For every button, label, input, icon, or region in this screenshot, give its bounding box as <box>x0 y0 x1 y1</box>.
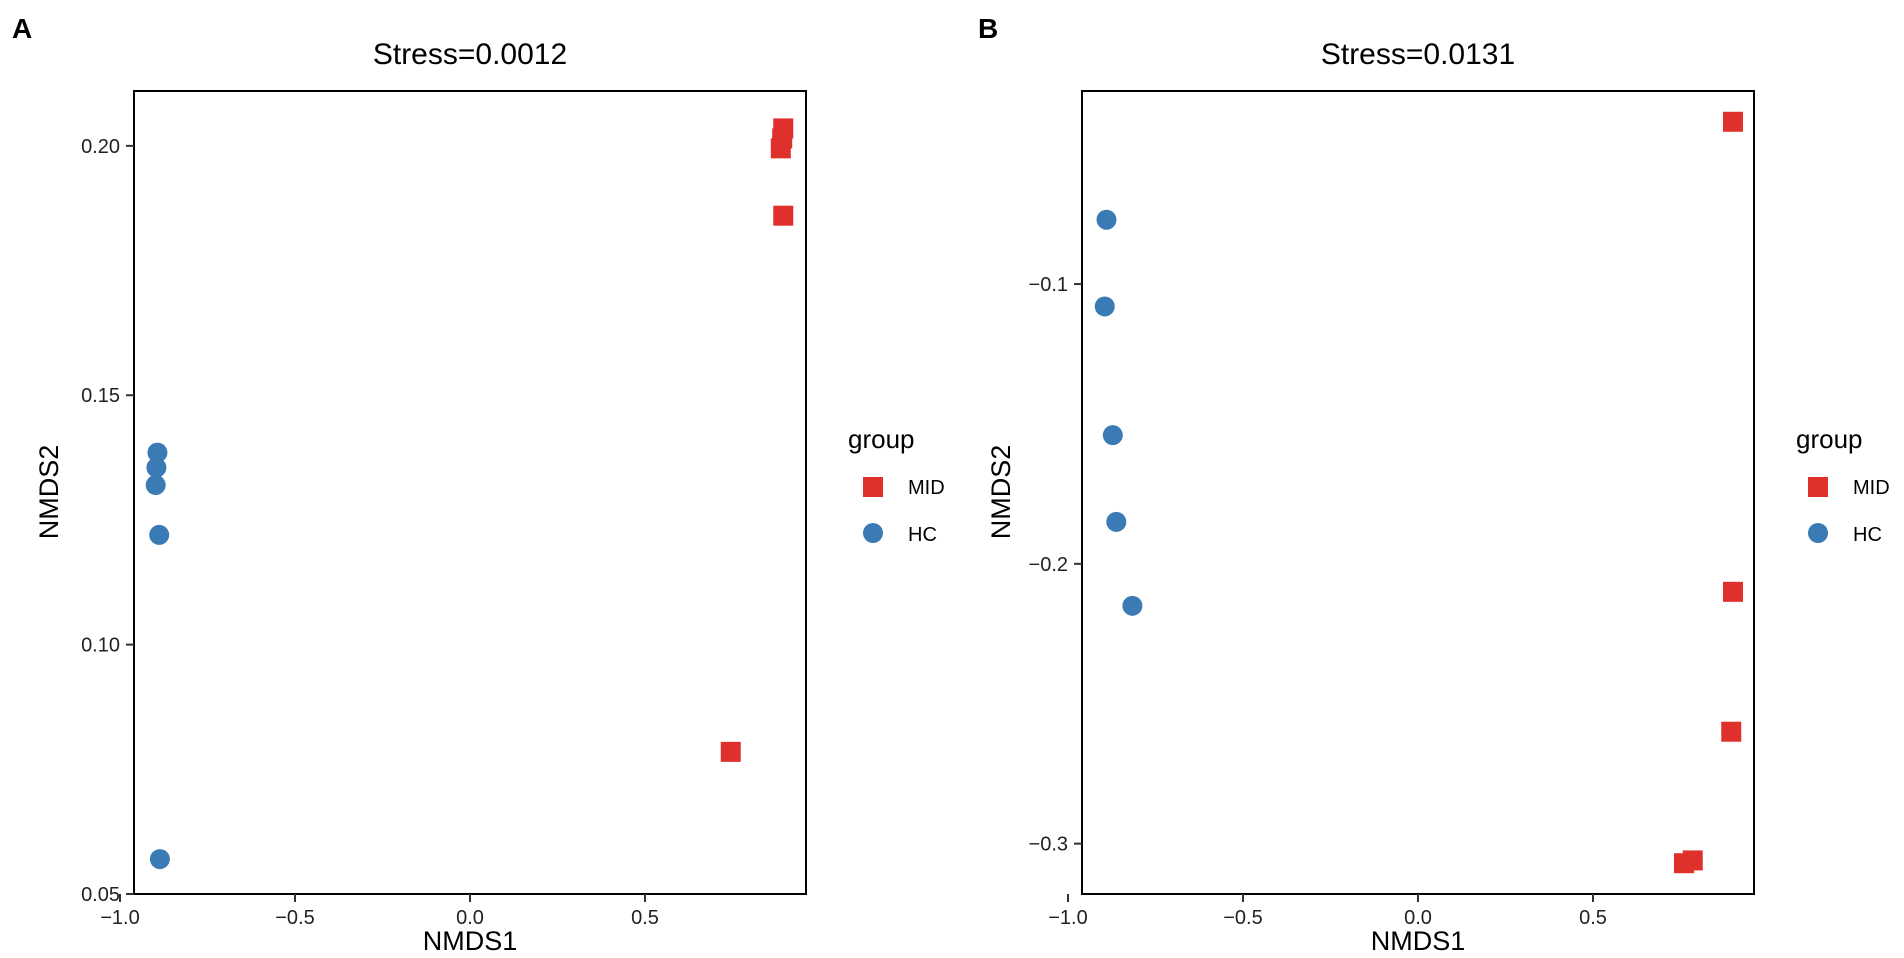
panel-a-x-axis-label: NMDS1 <box>423 926 518 956</box>
panel-b-point-mid <box>1723 111 1743 132</box>
legend-a-mid-marker <box>863 477 883 497</box>
panel-a-point-hc <box>147 442 168 463</box>
panel-a-x-tick-label: −0.5 <box>275 907 314 929</box>
panel-b-x-tick-label: −1.0 <box>1048 907 1087 929</box>
panel-a-label: A <box>12 13 32 44</box>
panel-a-y-tick-label: 0.10 <box>81 635 120 657</box>
panel-a-y-tick-label: 0.15 <box>81 385 120 407</box>
panel-b-y-ticks: −0.3 −0.2 −0.1 <box>1029 274 1082 856</box>
panel-b-point-hc <box>1122 595 1143 616</box>
panel-b-point-mid <box>1674 853 1694 874</box>
panel-a-x-tick-label: 0.5 <box>631 907 659 929</box>
panel-a-point-hc <box>149 849 170 870</box>
panel-b-point-hc <box>1102 425 1123 446</box>
legend-a-hc-marker <box>863 523 883 543</box>
panel-b-point-hc <box>1106 511 1127 532</box>
panel-b-x-ticks: −1.0 −0.5 0.0 0.5 <box>1048 894 1607 929</box>
legend-b-title: group <box>1796 424 1863 454</box>
panel-a-plot-area <box>133 90 807 895</box>
legend-a-mid-label: MID <box>908 477 945 499</box>
panel-a: A Stress=0.0012 −1.0 −0.5 0.0 0.5 0.050.100… <box>12 13 807 956</box>
panel-b-plot-area <box>1081 90 1755 895</box>
panel-b-y-axis-label: NMDS2 <box>986 445 1016 540</box>
panel-b-point-mid <box>1723 581 1743 602</box>
panel-a-x-ticks: −1.0 −0.5 0.0 0.5 <box>100 894 659 929</box>
panel-b-points <box>1094 111 1743 874</box>
panel-a-point-mid <box>770 138 791 159</box>
panel-a-y-tick-label: 0.05 <box>81 884 120 906</box>
panel-a-y-ticks: 0.05 0.10 0.15 0.20 <box>81 136 134 906</box>
panel-b-title: Stress=0.0131 <box>1321 38 1515 71</box>
panel-a-x-tick-label: 0.0 <box>456 907 484 929</box>
panel-b-x-tick-label: 0.0 <box>1404 907 1432 929</box>
panel-b-point-hc <box>1096 209 1117 230</box>
panel-a-point-hc <box>146 457 167 478</box>
panel-a-y-tick-label: 0.20 <box>81 136 120 158</box>
panel-a-point-hc <box>145 475 166 496</box>
panel-b-y-tick-label: −0.3 <box>1029 834 1068 856</box>
panel-a-point-mid <box>720 741 741 762</box>
panel-a-point-mid <box>773 205 794 226</box>
panel-a-point-hc <box>149 524 170 545</box>
legend-b-mid-marker <box>1808 477 1828 497</box>
panel-b-x-tick-label: 0.5 <box>1579 907 1607 929</box>
panel-b-point-hc <box>1094 296 1115 317</box>
legend-a-hc-label: HC <box>908 524 937 546</box>
legend-a-title: group <box>848 424 915 454</box>
legend-b-hc-marker <box>1808 523 1828 543</box>
panel-a-points <box>145 118 794 870</box>
panel-b-y-tick-label: −0.2 <box>1029 554 1068 576</box>
panel-b-y-tick-label: −0.1 <box>1029 274 1068 296</box>
panel-b-legend: group MID HC <box>1796 424 1890 546</box>
panel-b: B Stress=0.0131 −1.0 −0.5 0.0 0.5 −0.3−0.2−… <box>978 13 1755 956</box>
legend-b-mid-label: MID <box>1853 477 1890 499</box>
panel-b-point-mid <box>1721 721 1742 742</box>
panel-a-y-axis-label: NMDS2 <box>34 445 64 540</box>
panel-b-x-tick-label: −0.5 <box>1223 907 1262 929</box>
panel-b-label: B <box>978 13 998 44</box>
panel-a-title: Stress=0.0012 <box>373 38 567 71</box>
panel-a-x-tick-label: −1.0 <box>100 907 139 929</box>
panel-b-x-axis-label: NMDS1 <box>1371 926 1466 956</box>
legend-b-hc-label: HC <box>1853 524 1882 546</box>
panel-a-legend: group MID HC <box>848 424 945 546</box>
